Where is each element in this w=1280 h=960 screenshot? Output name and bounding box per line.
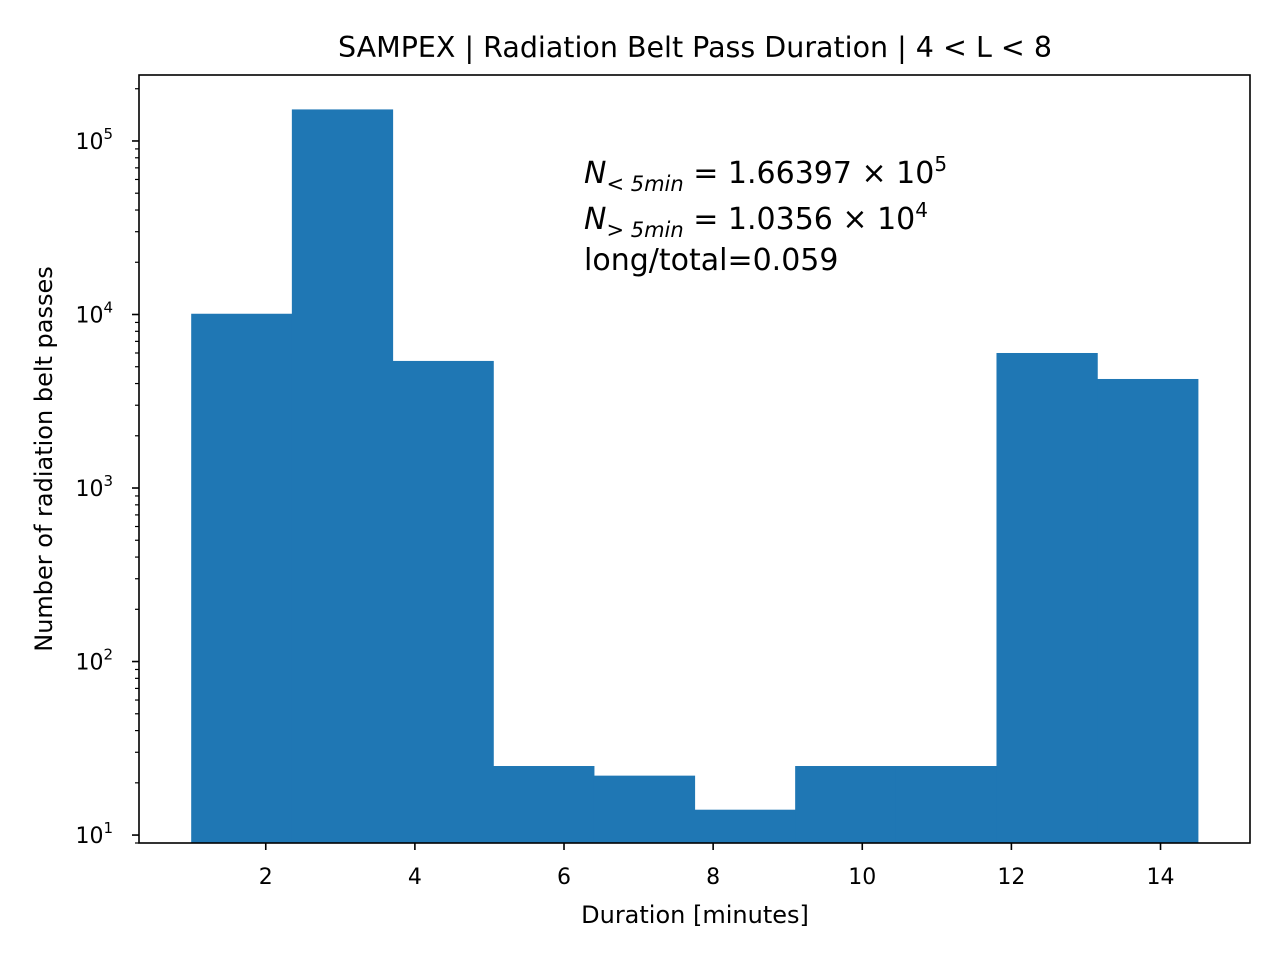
histogram-bar <box>191 313 293 844</box>
x-tick-label: 14 <box>1147 865 1175 890</box>
y-tick-label: 101 <box>75 819 113 849</box>
annotation-n-long-value: = 1.0356 × 10 <box>684 202 916 237</box>
x-tick-label: 8 <box>706 865 720 890</box>
x-tick-label: 10 <box>848 865 876 890</box>
y-tick-label: 104 <box>75 298 113 328</box>
histogram-bar <box>291 109 394 843</box>
chart-title: SAMPEX | Radiation Belt Pass Duration | … <box>338 31 1052 64</box>
x-axis-label: Duration [minutes] <box>581 901 809 929</box>
histogram-bars <box>191 109 1199 844</box>
annotation-n-long-exponent: 4 <box>915 198 928 222</box>
y-tick-label: 103 <box>75 472 113 502</box>
histogram-bar <box>895 766 998 843</box>
x-tick-label: 12 <box>997 865 1025 890</box>
y-axis-ticks: 101 102 103 104 105 <box>75 88 139 849</box>
annotation-n-short-subscript: < 5min <box>606 172 683 196</box>
annotation-n-short-value: = 1.66397 × 10 <box>684 156 935 191</box>
histogram-bar <box>593 775 696 843</box>
histogram-bar <box>1097 378 1199 843</box>
x-axis-ticks: 2 4 6 8 10 12 14 <box>259 843 1175 890</box>
annotation-n-short: N< 5min = 1.66397 × 105 <box>584 152 947 196</box>
y-tick-label: 105 <box>75 125 113 155</box>
annotation-n-short-exponent: 5 <box>934 152 947 176</box>
histogram-bar <box>996 352 1098 843</box>
annotation-n-long: N> 5min = 1.0356 × 104 <box>584 198 928 242</box>
histogram-bar <box>493 766 595 843</box>
annotation-n-long-symbol: N <box>584 202 606 237</box>
plot-frame <box>138 74 1251 844</box>
x-tick-label: 6 <box>557 865 571 890</box>
annotation-n-short-symbol: N <box>584 156 606 191</box>
annotation-ratio: long/total=0.059 <box>584 243 838 278</box>
x-tick-label: 4 <box>408 865 422 890</box>
annotation-n-long-subscript: > 5min <box>606 218 683 242</box>
histogram-bar <box>694 809 796 843</box>
histogram-bar <box>392 360 494 843</box>
y-tick-label: 102 <box>75 646 113 676</box>
stats-annotation: N< 5min = 1.66397 × 105 N> 5min = 1.0356… <box>584 152 947 278</box>
y-axis-label: Number of radiation belt passes <box>30 266 58 652</box>
histogram-bar <box>795 766 897 843</box>
x-tick-label: 2 <box>259 865 273 890</box>
